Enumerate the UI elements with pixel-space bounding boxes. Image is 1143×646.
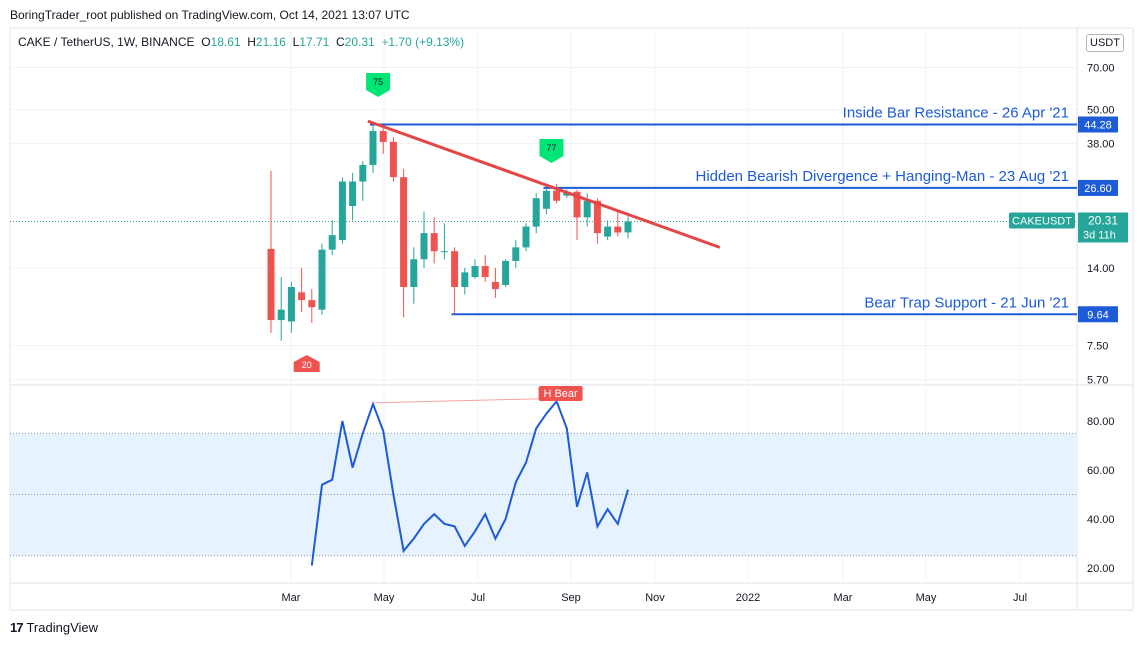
- level-price-box: [1078, 306, 1118, 323]
- candle-body: [389, 141, 397, 178]
- divergence-label: H Bear: [543, 388, 578, 400]
- candle-body: [593, 200, 601, 234]
- candle-body: [379, 131, 387, 142]
- currency-button[interactable]: USDT: [1086, 34, 1124, 52]
- signal-marker-label: 20: [302, 360, 312, 370]
- last-price-value: 20.31: [1088, 214, 1118, 228]
- price-tick-label: 7.50: [1087, 341, 1108, 353]
- candle-body: [420, 233, 428, 260]
- time-tick-label: 2022: [736, 592, 760, 604]
- candle-body: [624, 221, 632, 233]
- candle-body: [308, 300, 316, 308]
- level-label: Inside Bar Resistance - 26 Apr '21: [843, 104, 1069, 121]
- price-tick-label: 5.70: [1087, 375, 1108, 387]
- oscillator-tick-label: 60.00: [1087, 465, 1115, 477]
- candle-body: [328, 235, 336, 250]
- candle-body: [287, 287, 295, 322]
- trend-line: [367, 119, 721, 249]
- candle-body: [614, 226, 622, 233]
- candle-body: [318, 249, 326, 310]
- level-price-box: [1078, 116, 1118, 133]
- oscillator-tick-label: 20.00: [1087, 563, 1115, 575]
- candle-body: [338, 181, 346, 241]
- price-tick-label: 38.00: [1087, 139, 1115, 151]
- divergence-badge: [538, 386, 583, 401]
- tradingview-logo: 17: [10, 620, 24, 635]
- signal-marker-label: 77: [546, 143, 556, 153]
- axes: 70.00 50.00 38.00 14.00 7.50 5.70 Mar May Jul Sep…: [282, 63, 1115, 605]
- candle-body: [349, 181, 357, 207]
- oscillator-tick-label: 40.00: [1087, 514, 1115, 526]
- candle-body: [400, 177, 408, 288]
- price-tick-label: 14.00: [1087, 263, 1115, 275]
- time-tick-label: Sep: [561, 592, 581, 604]
- footer-brand: TradingView: [26, 620, 99, 635]
- candle-body: [267, 248, 275, 321]
- candle-body: [522, 226, 530, 248]
- candle-body: [532, 198, 540, 227]
- oscillator-line: [310, 399, 629, 566]
- close-value: 20.31: [344, 35, 375, 49]
- oscillator-pane: H Bear: [10, 386, 1077, 566]
- candle-body: [359, 164, 367, 182]
- footer: 17 TradingView: [10, 620, 98, 635]
- last-price-countdown: 3d 11h: [1083, 230, 1116, 242]
- low-label: L: [292, 35, 300, 49]
- time-tick-label: Mar: [282, 592, 301, 604]
- time-tick-label: Nov: [645, 592, 665, 604]
- publish-info: BoringTrader_root published on TradingVi…: [10, 8, 410, 22]
- time-tick-label: Jul: [1013, 592, 1027, 604]
- open-value: 18.61: [210, 35, 241, 49]
- last-price-box: [1078, 212, 1128, 243]
- close-label: C: [336, 35, 345, 49]
- time-tick-label: May: [916, 592, 937, 604]
- candle-body: [451, 251, 459, 288]
- level-price-label: 44.28: [1084, 119, 1112, 131]
- signal-marker-up: [539, 139, 564, 163]
- level-label: Hidden Bearish Divergence + Hanging-Man …: [695, 168, 1069, 185]
- candle-body: [604, 226, 612, 237]
- candle-body: [369, 131, 377, 165]
- annotations: Inside Bar Resistance - 26 Apr '21 44.28 H…: [293, 73, 1128, 372]
- candle-body: [542, 190, 550, 209]
- candle-body: [573, 191, 581, 218]
- signal-marker-label: 75: [373, 77, 383, 87]
- signal-marker-up: [366, 73, 391, 97]
- level-price-box: [1078, 179, 1118, 196]
- candle-body: [553, 190, 561, 201]
- candle-body: [491, 281, 499, 290]
- high-value: 21.16: [255, 35, 286, 49]
- candle-body: [298, 292, 306, 301]
- candle-body: [430, 233, 438, 252]
- candle-body: [583, 200, 591, 218]
- change-value: +1.70 (+9.13%): [381, 35, 465, 49]
- price-tick-label: 50.00: [1087, 104, 1115, 116]
- candle-body: [277, 309, 285, 321]
- time-tick-label: May: [374, 592, 395, 604]
- price-tick-label: 70.00: [1087, 63, 1115, 75]
- low-value: 17.71: [299, 35, 330, 49]
- symbol-tag: [1009, 212, 1075, 229]
- open-label: O: [201, 35, 211, 49]
- symbol-name[interactable]: CAKE / TetherUS, 1W, BINANCE: [18, 35, 195, 49]
- oscillator-tick-label: 80.00: [1087, 416, 1115, 428]
- candle-body: [461, 272, 469, 288]
- candle-body: [471, 266, 479, 278]
- symbol-tag-label: CAKEUSDT: [1012, 216, 1072, 228]
- time-tick-label: Mar: [834, 592, 853, 604]
- level-label: Bear Trap Support - 21 Jun '21: [864, 294, 1069, 311]
- candle-body: [481, 266, 489, 278]
- level-price-label: 26.60: [1084, 183, 1112, 195]
- signal-marker-down: [293, 355, 320, 372]
- high-label: H: [247, 35, 256, 49]
- candle-body: [410, 259, 418, 288]
- divergence-line: [372, 397, 557, 404]
- candle-body: [512, 247, 520, 261]
- candle-body: [440, 251, 448, 253]
- candle-body: [502, 260, 510, 285]
- level-price-label: 9.64: [1087, 309, 1108, 321]
- time-tick-label: Jul: [471, 592, 485, 604]
- symbol-legend: CAKE / TetherUS, 1W, BINANCE O18.61 H21.…: [18, 35, 464, 49]
